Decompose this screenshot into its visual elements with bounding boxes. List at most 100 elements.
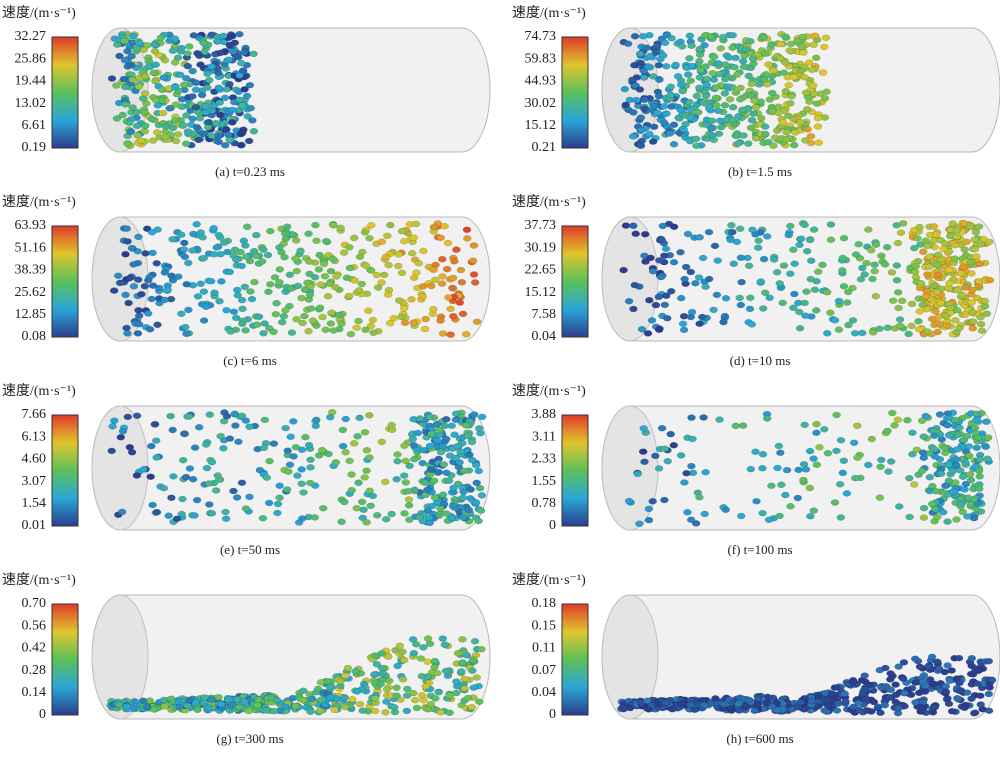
particle xyxy=(640,458,649,466)
particle xyxy=(834,297,844,305)
particle xyxy=(812,461,822,468)
particle xyxy=(304,230,313,238)
particle xyxy=(338,442,348,450)
colorbar-tick-label: 0.19 xyxy=(22,140,47,155)
particle xyxy=(758,450,768,458)
particle xyxy=(758,305,768,312)
colorbar-tick-label: 74.73 xyxy=(525,29,557,44)
particle xyxy=(193,706,202,713)
particle xyxy=(669,141,679,148)
particle xyxy=(409,274,419,281)
particle xyxy=(323,677,332,685)
particle xyxy=(372,661,382,668)
particle xyxy=(275,482,284,489)
particle xyxy=(238,305,247,313)
particle xyxy=(308,317,318,324)
particle xyxy=(960,246,969,253)
particle xyxy=(701,92,711,100)
particle xyxy=(177,310,186,318)
particle xyxy=(635,520,644,527)
particle xyxy=(177,231,186,238)
particle xyxy=(382,698,391,705)
particle xyxy=(137,291,146,298)
particle xyxy=(619,704,628,711)
particle xyxy=(673,73,683,80)
particle xyxy=(264,288,273,296)
particle xyxy=(233,291,243,299)
particle xyxy=(654,465,664,472)
particle xyxy=(201,441,211,448)
particle xyxy=(751,135,761,142)
particle xyxy=(150,421,160,428)
particle xyxy=(921,412,930,420)
particle xyxy=(392,684,401,692)
colorbar-tick-label: 1.55 xyxy=(532,474,557,489)
particle xyxy=(310,514,319,521)
particle xyxy=(269,440,279,447)
particle xyxy=(812,100,822,107)
particle xyxy=(296,247,305,255)
particle xyxy=(936,470,946,477)
particle xyxy=(366,322,376,330)
particle xyxy=(648,498,657,505)
particle xyxy=(211,119,221,127)
particle xyxy=(140,109,149,116)
particle xyxy=(341,449,350,456)
particle xyxy=(908,429,917,436)
particle xyxy=(222,413,232,420)
particle xyxy=(720,90,730,97)
particle xyxy=(430,664,439,671)
particle xyxy=(784,231,793,239)
particle xyxy=(425,413,435,421)
particle xyxy=(945,677,955,684)
colorbar-tick-label: 2.33 xyxy=(532,452,557,467)
particle xyxy=(767,41,776,48)
particle xyxy=(242,253,251,261)
particle xyxy=(642,44,652,51)
particle xyxy=(240,86,249,93)
particle xyxy=(225,435,235,442)
particle xyxy=(736,301,746,309)
colorbar-tick-label: 22.65 xyxy=(525,263,557,278)
particle xyxy=(870,267,879,275)
particle xyxy=(822,708,832,715)
particle xyxy=(691,135,701,143)
particle xyxy=(943,518,952,525)
particle xyxy=(858,264,867,272)
particle xyxy=(839,234,849,242)
particle xyxy=(433,437,443,445)
particle xyxy=(118,428,128,435)
particle xyxy=(686,268,696,276)
particle xyxy=(381,253,391,261)
particle xyxy=(238,102,247,109)
particle xyxy=(326,267,336,275)
particle xyxy=(839,283,849,290)
particle xyxy=(124,299,133,307)
particle xyxy=(980,297,990,305)
particle xyxy=(366,502,375,510)
particle xyxy=(781,33,790,41)
panel: 速度/(m·s⁻¹) 32.27 25.86 19.44 13.02 6.61 0.19 (a… xyxy=(2,5,491,179)
particle xyxy=(910,268,920,276)
particle xyxy=(134,321,144,328)
particle xyxy=(125,274,134,282)
particle xyxy=(420,325,430,333)
particle xyxy=(362,519,371,526)
particle xyxy=(663,314,672,322)
particle xyxy=(184,259,193,267)
particle xyxy=(782,136,791,143)
particle xyxy=(214,231,224,239)
particle xyxy=(760,123,770,130)
particle xyxy=(965,223,975,230)
particle xyxy=(917,467,927,475)
particle xyxy=(643,697,652,704)
particle xyxy=(954,654,964,662)
particle xyxy=(371,707,380,715)
particle xyxy=(628,76,637,84)
particle xyxy=(769,256,779,263)
particle xyxy=(152,454,161,461)
particle xyxy=(666,83,676,90)
particle xyxy=(916,279,926,287)
particle xyxy=(809,41,818,48)
particle xyxy=(381,515,391,523)
